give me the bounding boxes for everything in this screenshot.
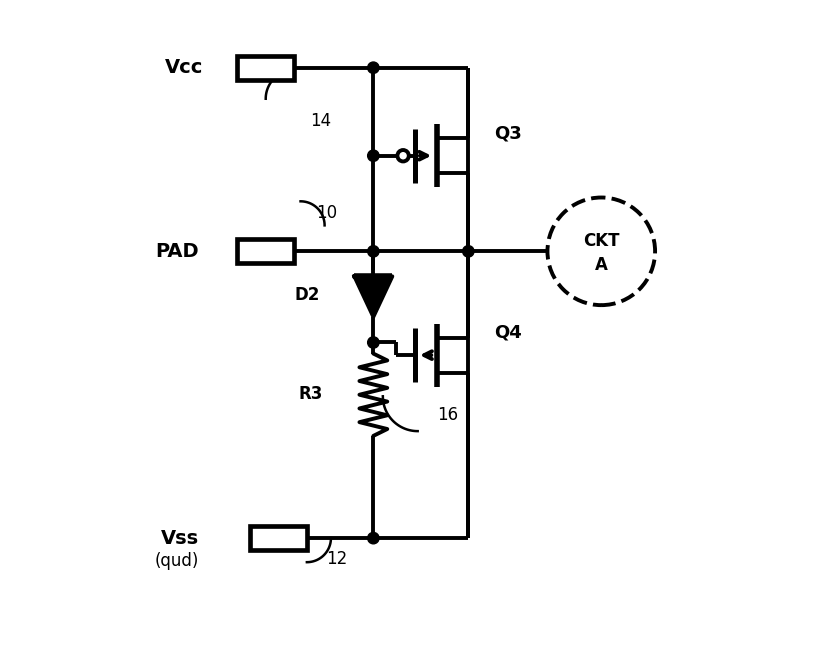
- Text: D2: D2: [294, 286, 319, 304]
- Circle shape: [367, 246, 378, 257]
- Text: Vss: Vss: [161, 529, 200, 547]
- Circle shape: [367, 62, 378, 73]
- Circle shape: [462, 246, 474, 257]
- Text: 14: 14: [310, 112, 330, 130]
- Circle shape: [367, 150, 378, 161]
- Bar: [237, 239, 294, 263]
- Text: R3: R3: [298, 386, 322, 404]
- Text: CKT: CKT: [582, 232, 619, 250]
- Text: Q3: Q3: [493, 125, 521, 142]
- Text: Q4: Q4: [493, 324, 521, 342]
- Text: PAD: PAD: [155, 242, 199, 261]
- Polygon shape: [354, 276, 392, 317]
- Text: Vcc: Vcc: [164, 58, 203, 77]
- Text: 10: 10: [316, 204, 337, 222]
- Text: (qud): (qud): [155, 552, 199, 570]
- Bar: [249, 526, 306, 550]
- Text: 16: 16: [436, 406, 457, 424]
- Text: A: A: [595, 256, 607, 274]
- Circle shape: [367, 532, 378, 544]
- Text: 12: 12: [325, 550, 347, 568]
- Bar: [237, 56, 294, 80]
- Circle shape: [367, 337, 378, 348]
